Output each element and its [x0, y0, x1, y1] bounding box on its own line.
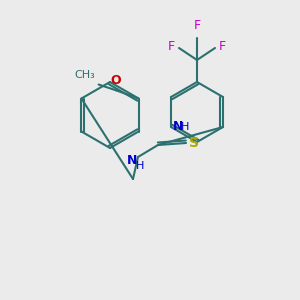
Text: F: F: [168, 40, 175, 53]
Text: F: F: [219, 40, 226, 53]
Text: F: F: [194, 19, 201, 32]
Text: O: O: [110, 74, 121, 86]
Text: H: H: [181, 122, 190, 132]
Text: S: S: [189, 136, 199, 150]
Text: N: N: [127, 154, 137, 166]
Text: H: H: [136, 161, 144, 171]
Text: N: N: [173, 121, 184, 134]
Text: CH₃: CH₃: [75, 70, 96, 80]
